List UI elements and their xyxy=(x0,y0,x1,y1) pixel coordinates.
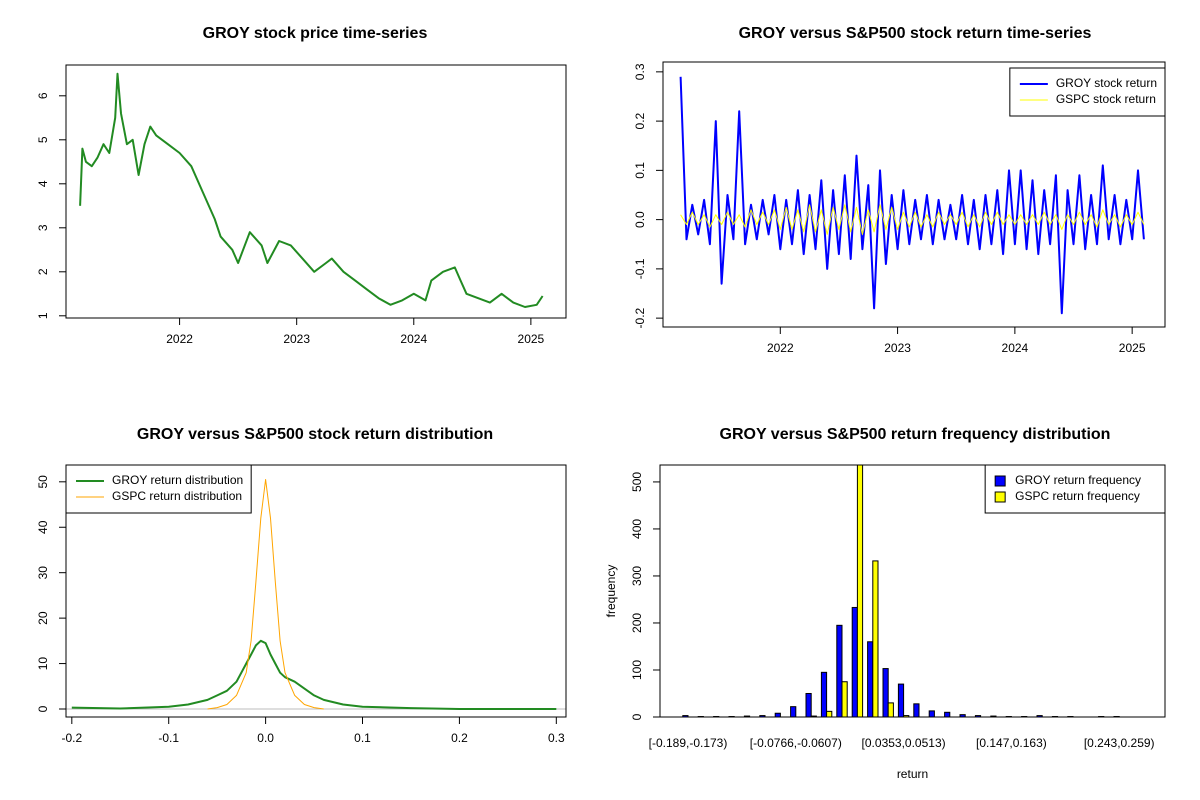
x-tick-label: 2022 xyxy=(767,341,794,355)
y-tick-label: 400 xyxy=(630,519,644,539)
y-tick-label: 300 xyxy=(630,566,644,586)
plot-area xyxy=(679,76,1145,315)
legend-label: GROY return distribution xyxy=(112,473,243,487)
legend-swatch xyxy=(994,475,1006,487)
bar xyxy=(887,702,894,717)
legend-swatch xyxy=(994,491,1006,503)
y-axis-label: frequency xyxy=(604,565,618,618)
plot-area xyxy=(79,72,544,308)
plot-area xyxy=(66,479,566,710)
panel: GROY versus S&P500 stock return distribu… xyxy=(36,426,567,745)
x-tick-label: [-0.189,-0.173) xyxy=(649,736,728,750)
plot-area xyxy=(682,465,1120,717)
plot-frame xyxy=(662,61,1166,328)
y-tick-label: -0.1 xyxy=(633,258,647,279)
x-tick-label: 2022 xyxy=(166,332,193,346)
x-tick-label: 0.2 xyxy=(451,731,468,745)
y-tick-label: 0.3 xyxy=(633,63,647,80)
y-tick-label: 3 xyxy=(36,224,50,231)
x-tick-label: 0.3 xyxy=(548,731,565,745)
x-tick-label: 2024 xyxy=(400,332,427,346)
y-tick-label: 500 xyxy=(630,472,644,492)
legend-frame xyxy=(984,464,1166,514)
y-tick-label: 0.1 xyxy=(633,162,647,179)
y-tick-label: 40 xyxy=(36,520,50,534)
bar xyxy=(774,712,781,717)
bar xyxy=(856,465,864,717)
chart-title: GROY stock price time-series xyxy=(203,25,428,42)
bar xyxy=(805,692,812,717)
y-tick-label: 20 xyxy=(36,611,50,625)
y-tick-label: 200 xyxy=(630,613,644,633)
bar xyxy=(790,706,797,717)
legend-label: GSPC return frequency xyxy=(1015,489,1140,503)
y-tick-label: 4 xyxy=(36,180,50,187)
bar xyxy=(897,683,905,717)
x-tick-label: 2023 xyxy=(884,341,911,355)
x-tick-label: 0.1 xyxy=(354,731,371,745)
legend: GROY return distribution GSPC return dist… xyxy=(65,464,252,514)
y-tick-label: 2 xyxy=(36,268,50,275)
bar xyxy=(872,560,879,717)
x-tick-label: -0.2 xyxy=(61,731,82,745)
plot-frame xyxy=(65,64,567,319)
legend: GROY stock return GSPC stock return xyxy=(1009,67,1166,117)
chart-title: GROY versus S&P500 stock return distribu… xyxy=(137,426,493,443)
y-tick-label: 0 xyxy=(36,705,50,712)
plot-frame xyxy=(65,464,567,718)
bar xyxy=(928,710,935,717)
legend-label: GROY return frequency xyxy=(1015,473,1141,487)
x-tick-label: 2025 xyxy=(518,332,545,346)
x-tick-label: [-0.0766,-0.0607) xyxy=(750,736,842,750)
y-tick-label: 0.0 xyxy=(633,211,647,228)
legend-label: GSPC stock return xyxy=(1056,92,1156,106)
bar xyxy=(944,711,951,717)
legend-label: GSPC return distribution xyxy=(112,489,242,503)
chart-title: GROY versus S&P500 stock return time-ser… xyxy=(739,25,1092,42)
bar xyxy=(836,624,843,717)
series-line xyxy=(71,639,557,710)
y-tick-label: 10 xyxy=(36,657,50,671)
y-tick-label: -0.2 xyxy=(633,307,647,328)
panel: GROY stock price time-series 1 2 3 4 5 6 2022 20… xyxy=(36,25,567,346)
x-tick-label: 2025 xyxy=(1119,341,1146,355)
series-line xyxy=(680,204,1145,235)
x-tick-label: 0.0 xyxy=(257,731,274,745)
x-tick-label: [0.147,0.163) xyxy=(976,736,1047,750)
plot-frame xyxy=(659,464,1166,718)
series-line xyxy=(79,72,544,308)
x-tick-label: 2024 xyxy=(1002,341,1029,355)
y-tick-label: 6 xyxy=(36,92,50,99)
bar xyxy=(851,606,858,717)
legend-frame xyxy=(1009,67,1166,117)
y-tick-label: 1 xyxy=(36,312,50,319)
bar xyxy=(867,641,874,717)
chart-title: GROY versus S&P500 return frequency dist… xyxy=(720,426,1111,443)
y-tick-label: 50 xyxy=(36,475,50,489)
x-tick-label: -0.1 xyxy=(158,731,179,745)
legend-frame xyxy=(65,464,252,514)
x-axis-label: return xyxy=(897,767,928,781)
legend: GROY return frequency GSPC return frequen… xyxy=(984,464,1166,514)
series-line xyxy=(207,479,324,710)
panel: GROY versus S&P500 return frequency dist… xyxy=(604,426,1166,781)
bar xyxy=(820,671,828,717)
y-tick-label: 30 xyxy=(36,566,50,580)
x-tick-label: [0.0353,0.0513) xyxy=(862,736,946,750)
y-tick-label: 0.2 xyxy=(633,112,647,129)
y-tick-label: 0 xyxy=(630,713,644,720)
y-tick-label: 100 xyxy=(630,660,644,680)
bar xyxy=(913,703,920,717)
bar xyxy=(882,668,889,717)
bar xyxy=(841,681,848,717)
x-tick-label: [0.243,0.259) xyxy=(1084,736,1155,750)
x-tick-label: 2023 xyxy=(283,332,310,346)
legend-label: GROY stock return xyxy=(1056,76,1157,90)
bar xyxy=(826,710,833,717)
series-line xyxy=(679,76,1145,315)
y-tick-label: 5 xyxy=(36,136,50,143)
panel: GROY versus S&P500 stock return time-ser… xyxy=(633,25,1166,355)
